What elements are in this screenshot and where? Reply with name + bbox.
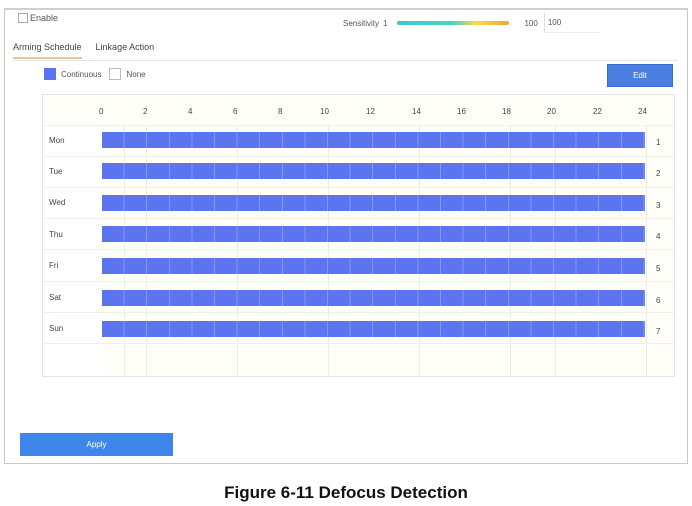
row-number: 6 [656, 296, 661, 305]
hour-label: 22 [593, 107, 602, 116]
day-label-mon: Mon [49, 136, 65, 145]
continuous-label: Continuous [61, 69, 102, 79]
sensitivity-control: Sensitivity 1 100 100 [343, 13, 600, 33]
schedule-bar-wed[interactable] [102, 195, 645, 211]
sensitivity-slider[interactable] [397, 21, 510, 25]
none-swatch[interactable] [109, 68, 122, 80]
schedule-bar-tue[interactable] [102, 163, 645, 179]
schedule-bar-sat[interactable] [102, 290, 645, 306]
row-number: 1 [656, 138, 661, 147]
row-number: 2 [656, 169, 661, 178]
sensitivity-label: Sensitivity [343, 18, 380, 28]
grid-line [328, 125, 329, 377]
row-number: 3 [656, 201, 661, 210]
grid-line [146, 125, 147, 377]
hour-label: 14 [412, 107, 421, 116]
hour-label: 6 [233, 107, 238, 116]
day-label-thu: Thu [49, 230, 63, 239]
grid-line [42, 281, 675, 282]
schedule-bar-sun[interactable] [102, 321, 645, 337]
row-number: 4 [656, 232, 661, 241]
grid-line [237, 125, 238, 377]
schedule-bar-fri[interactable] [102, 258, 645, 274]
day-label-fri: Fri [49, 261, 59, 270]
continuous-swatch[interactable] [44, 68, 56, 80]
schedule-bar-thu[interactable] [102, 226, 645, 242]
grid-line [42, 312, 675, 313]
grid-line [42, 343, 675, 344]
hour-label: 18 [502, 107, 511, 116]
tab-bar: Arming Schedule Linkage Action [13, 42, 168, 59]
row-number: 7 [656, 327, 661, 336]
grid-line [510, 125, 511, 377]
sensitivity-input[interactable]: 100 [543, 13, 600, 33]
grid-line [419, 125, 420, 377]
enable-label: Enable [30, 13, 59, 23]
hour-label: 2 [143, 107, 148, 116]
enable-checkbox[interactable] [18, 13, 28, 23]
hour-label: 20 [547, 107, 556, 116]
hour-label: 0 [99, 107, 104, 116]
none-label: None [126, 69, 146, 79]
tab-divider [13, 60, 678, 61]
hour-label: 12 [366, 107, 375, 116]
schedule-legend: Continuous None [44, 68, 146, 80]
apply-button[interactable]: Apply [20, 433, 173, 456]
grid-line [555, 125, 556, 377]
grid-line [42, 187, 675, 188]
enable-toggle[interactable]: Enable [18, 13, 58, 23]
grid-line [42, 249, 675, 250]
hour-label: 16 [457, 107, 466, 116]
grid-line [646, 125, 647, 377]
row-number: 5 [656, 264, 661, 273]
schedule-bar-mon[interactable] [102, 132, 645, 148]
hour-label: 10 [320, 107, 329, 116]
day-column [43, 125, 101, 376]
hour-label: 4 [188, 107, 193, 116]
figure-caption: Figure 6-11 Defocus Detection [224, 483, 468, 502]
hour-label: 8 [278, 107, 283, 116]
hour-label: 24 [638, 107, 647, 116]
grid-line [42, 218, 675, 219]
tab-linkage-action[interactable]: Linkage Action [95, 42, 155, 52]
sensitivity-min: 1 [383, 18, 388, 28]
day-label-tue: Tue [49, 167, 63, 176]
sensitivity-max: 100 [524, 18, 538, 28]
day-label-sat: Sat [49, 293, 62, 302]
day-label-wed: Wed [49, 198, 66, 207]
edit-button[interactable]: Edit [607, 64, 673, 87]
tab-arming-schedule[interactable]: Arming Schedule [13, 42, 82, 59]
day-label-sun: Sun [49, 324, 64, 333]
grid-line [124, 125, 125, 377]
grid-line [42, 156, 675, 157]
grid-line [42, 125, 675, 126]
